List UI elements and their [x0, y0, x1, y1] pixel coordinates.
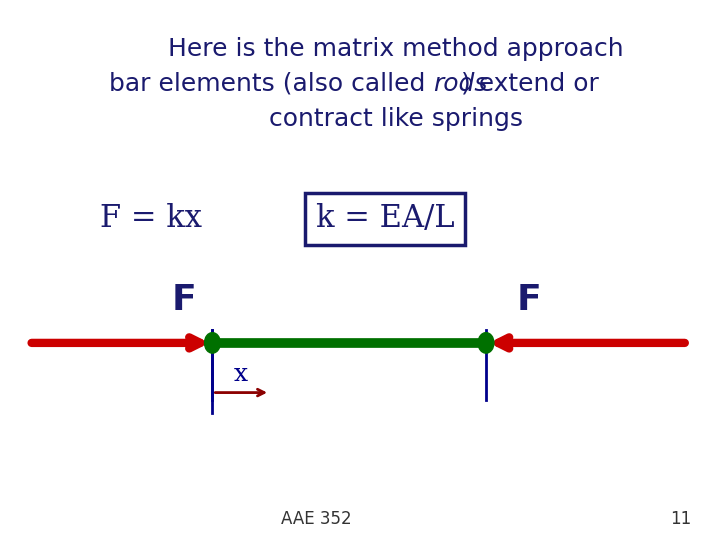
Text: x: x: [234, 363, 248, 386]
Text: AAE 352: AAE 352: [282, 510, 352, 529]
Text: Here is the matrix method approach: Here is the matrix method approach: [168, 37, 624, 60]
Text: bar elements (also called rods) extend or: bar elements (also called rods) extend o…: [138, 72, 654, 96]
Text: bar elements (also called: bar elements (also called: [109, 72, 433, 96]
Ellipse shape: [478, 333, 494, 353]
Text: k = EA/L: k = EA/L: [316, 203, 454, 234]
Text: rods: rods: [433, 72, 488, 96]
Text: F: F: [517, 283, 541, 316]
Text: ) extend or: ) extend or: [461, 72, 599, 96]
Text: contract like springs: contract like springs: [269, 107, 523, 131]
Text: F = kx: F = kx: [100, 203, 202, 234]
Text: 11: 11: [670, 510, 691, 529]
Ellipse shape: [204, 333, 220, 353]
Text: F: F: [171, 283, 196, 316]
